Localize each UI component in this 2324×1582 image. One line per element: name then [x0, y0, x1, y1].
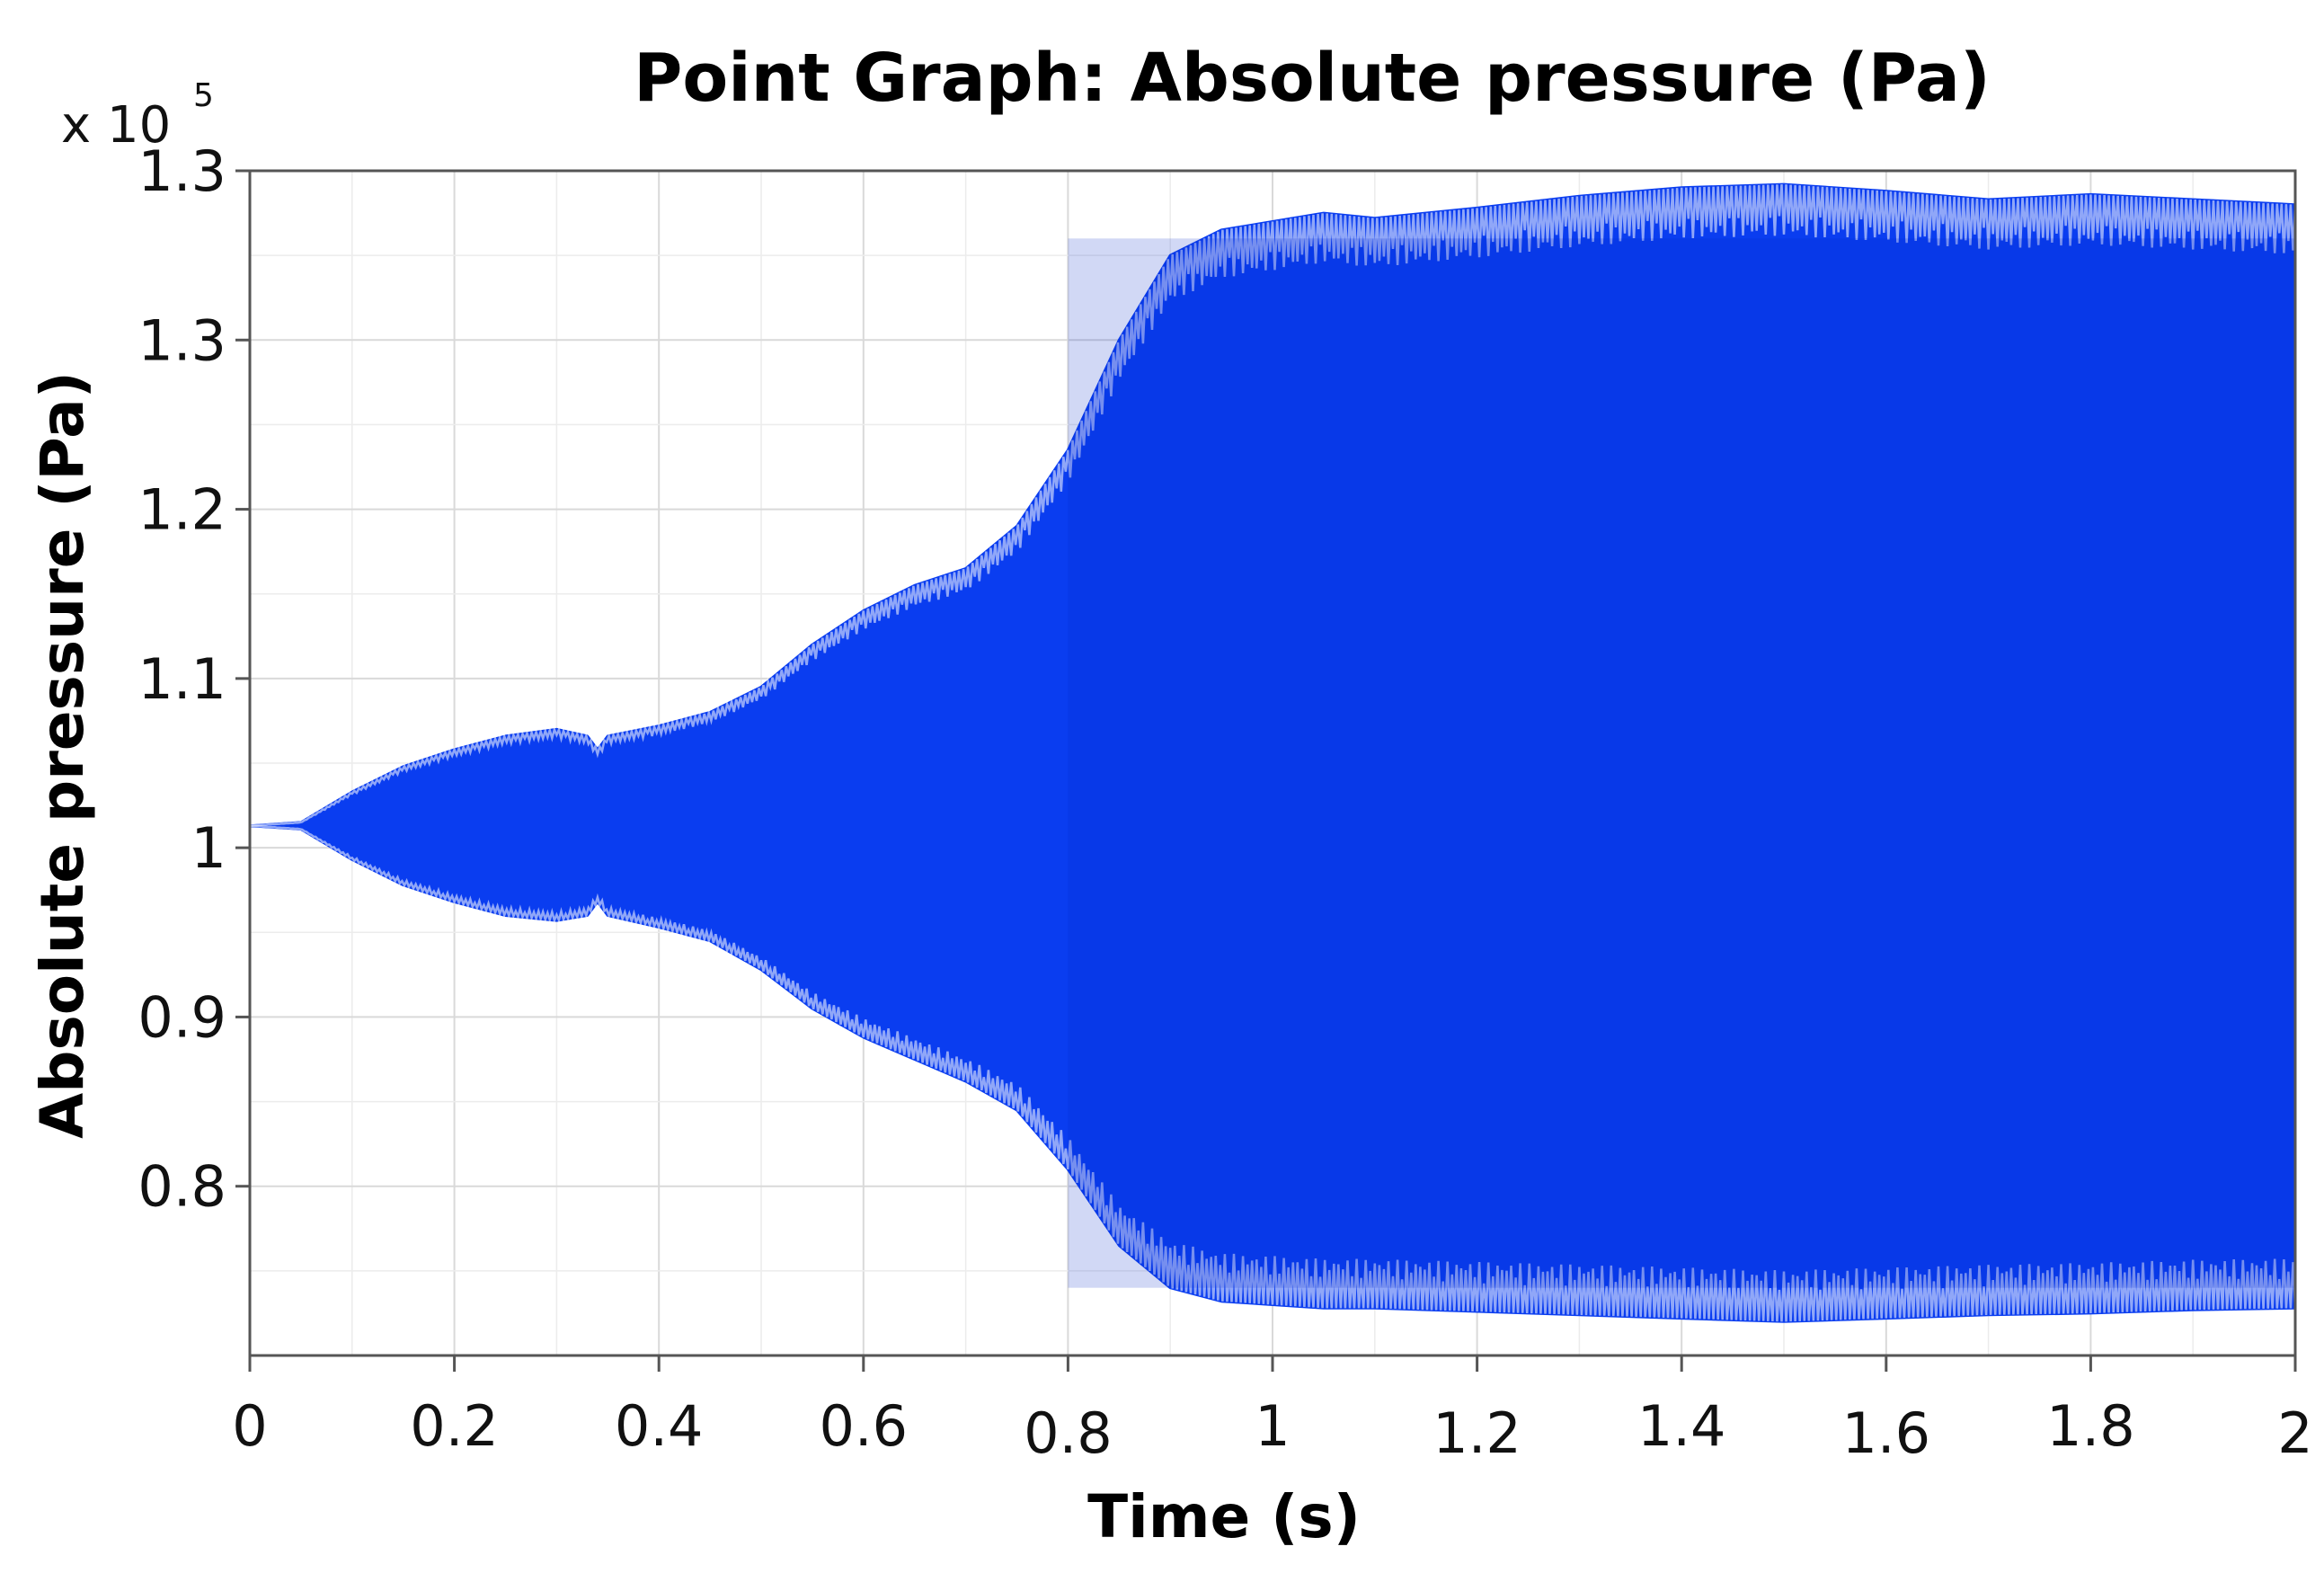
y-tick-label: 1.3: [137, 138, 226, 204]
x-tick-label: 0.8: [1024, 1400, 1113, 1466]
x-tick-label: 0.4: [615, 1393, 704, 1459]
y-tick-label: 1.3: [137, 307, 226, 373]
y-tick-label: 0.8: [137, 1154, 226, 1220]
y-multiplier: x 10: [61, 96, 171, 155]
y-ticks: 0.8 0.9 1 1.1 1.2 1.3 1.3: [137, 138, 250, 1220]
y-tick-label: 1.1: [137, 646, 226, 712]
x-tick-label: 1.6: [1841, 1400, 1930, 1466]
series-interior-shade: [1068, 238, 2295, 1288]
x-tick-label: 1.4: [1637, 1393, 1726, 1459]
series-upper-texture: [249, 184, 2297, 827]
x-tick-label: 1.2: [1433, 1400, 1521, 1466]
y-tick-label: 0.9: [137, 984, 226, 1050]
chart-title: Point Graph: Absolute pressure (Pa): [634, 40, 1991, 117]
x-tick-label: 0.2: [410, 1393, 499, 1459]
series-lower-texture: [249, 824, 2297, 1322]
x-tick-label: 1: [1255, 1393, 1290, 1459]
y-tick-label: 1: [191, 815, 226, 881]
y-tick-label: 1.2: [137, 477, 226, 543]
x-tick-label: 1.8: [2046, 1393, 2135, 1459]
x-ticks: 0 0.2 0.4 0.6 0.8 1 1.2 1.4 1.6 1.8 2: [232, 1355, 2313, 1466]
x-axis-label: Time (s): [1087, 1482, 1361, 1551]
series-group: [248, 182, 2297, 1323]
x-tick-label: 0: [232, 1393, 267, 1459]
x-tick-label: 2: [2277, 1400, 2312, 1466]
y-axis-label: Absolute pressure (Pa): [28, 371, 97, 1139]
x-tick-label: 0.6: [819, 1393, 908, 1459]
y-multiplier-exponent: 5: [193, 77, 214, 114]
